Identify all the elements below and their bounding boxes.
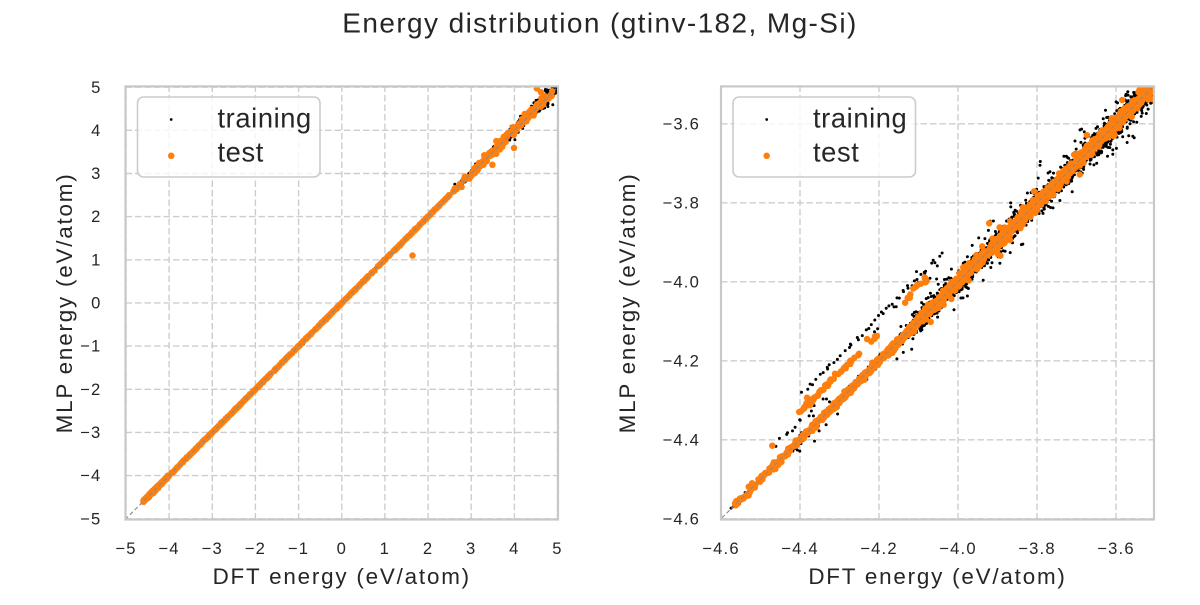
svg-text:4: 4 [91, 121, 101, 140]
svg-text:−1: −1 [80, 337, 101, 356]
svg-text:1: 1 [380, 539, 390, 558]
svg-text:−4.0: −4.0 [939, 539, 977, 558]
svg-text:test: test [218, 137, 264, 168]
svg-text:−3: −3 [80, 423, 101, 442]
svg-text:3: 3 [91, 164, 101, 183]
svg-text:4: 4 [509, 539, 519, 558]
svg-text:MLP energy (eV/atom): MLP energy (eV/atom) [52, 173, 77, 434]
svg-text:−4.6: −4.6 [662, 509, 700, 528]
svg-text:−4.4: −4.4 [781, 539, 819, 558]
svg-text:−3.8: −3.8 [662, 193, 700, 212]
svg-text:−3.6: −3.6 [662, 114, 700, 133]
svg-text:3: 3 [466, 539, 476, 558]
svg-text:DFT energy (eV/atom): DFT energy (eV/atom) [213, 564, 471, 589]
svg-text:test: test [813, 137, 859, 168]
svg-text:1: 1 [91, 250, 101, 269]
svg-text:−5: −5 [115, 539, 136, 558]
svg-text:training: training [813, 103, 907, 134]
svg-text:5: 5 [91, 78, 101, 97]
svg-text:−4.2: −4.2 [860, 539, 898, 558]
svg-text:−4: −4 [158, 539, 179, 558]
svg-text:2: 2 [423, 539, 433, 558]
svg-text:−5: −5 [80, 509, 101, 528]
svg-text:−2: −2 [245, 539, 266, 558]
svg-text:−2: −2 [80, 380, 101, 399]
svg-text:DFT energy (eV/atom): DFT energy (eV/atom) [808, 564, 1066, 589]
svg-text:2: 2 [91, 207, 101, 226]
svg-text:−3: −3 [202, 539, 223, 558]
svg-text:−4.6: −4.6 [702, 539, 740, 558]
svg-text:−4: −4 [80, 466, 101, 485]
svg-text:Energy distribution (gtinv-182: Energy distribution (gtinv-182, Mg-Si) [342, 8, 857, 39]
svg-text:−1: −1 [288, 539, 309, 558]
svg-text:−4.2: −4.2 [662, 351, 700, 370]
svg-text:0: 0 [337, 539, 347, 558]
svg-text:−3.8: −3.8 [1018, 539, 1056, 558]
svg-text:training: training [218, 103, 312, 134]
svg-text:0: 0 [91, 294, 101, 313]
svg-text:−3.6: −3.6 [1097, 539, 1135, 558]
svg-text:−4.0: −4.0 [662, 272, 700, 291]
svg-text:−4.4: −4.4 [662, 430, 700, 449]
svg-text:MLP energy (eV/atom): MLP energy (eV/atom) [615, 173, 640, 434]
svg-text:5: 5 [552, 539, 562, 558]
